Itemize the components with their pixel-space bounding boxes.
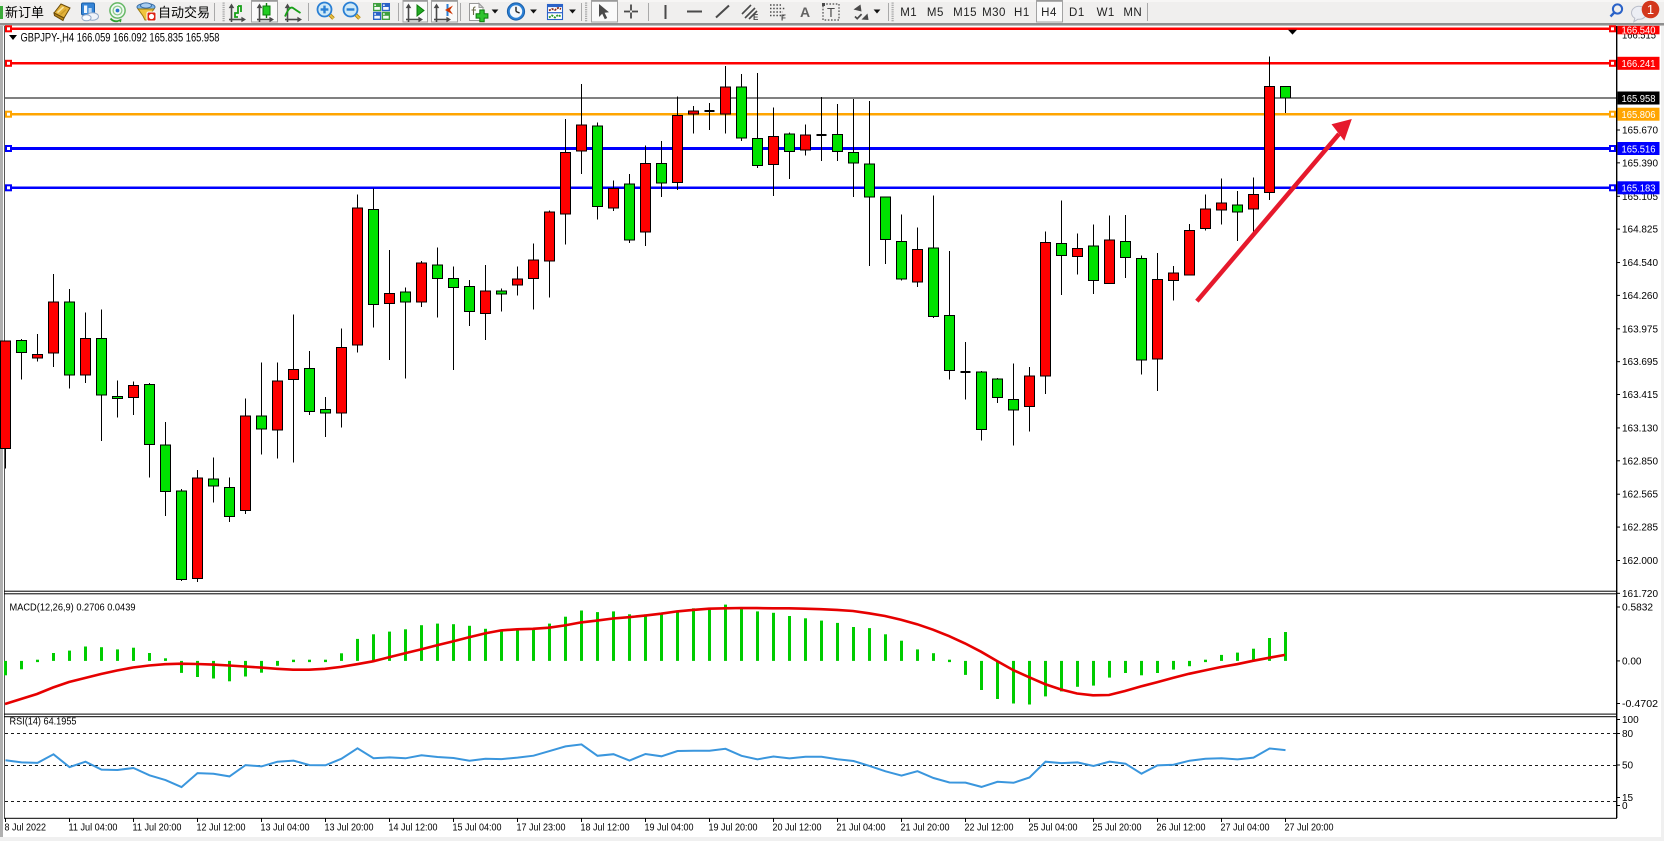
svg-text:D1: D1 xyxy=(1069,7,1085,19)
svg-text:M5: M5 xyxy=(927,7,944,19)
svg-text:0: 0 xyxy=(1622,801,1628,812)
svg-text:15 Jul 04:00: 15 Jul 04:00 xyxy=(453,823,502,834)
svg-text:26 Jul 12:00: 26 Jul 12:00 xyxy=(1157,823,1206,834)
svg-text:165.390: 165.390 xyxy=(1622,158,1658,169)
svg-text:100: 100 xyxy=(1622,715,1639,726)
svg-text:T: T xyxy=(827,5,835,20)
svg-text:-0.4702: -0.4702 xyxy=(1622,699,1658,710)
svg-text:163.975: 163.975 xyxy=(1622,324,1658,335)
svg-text:GBPJPY-,H4 166.059 166.092 16: GBPJPY-,H4 166.059 166.092 165.835 165.9… xyxy=(21,31,220,45)
svg-text:162.285: 162.285 xyxy=(1622,523,1658,534)
svg-text:50: 50 xyxy=(1622,761,1634,772)
svg-text:W1: W1 xyxy=(1097,7,1115,19)
svg-text:164.260: 164.260 xyxy=(1622,291,1658,302)
svg-text:H1: H1 xyxy=(1014,7,1030,19)
svg-text:163.695: 163.695 xyxy=(1622,357,1658,368)
svg-text:11 Jul 20:00: 11 Jul 20:00 xyxy=(133,823,182,834)
svg-text:1: 1 xyxy=(1647,2,1654,17)
svg-text:27 Jul 04:00: 27 Jul 04:00 xyxy=(1221,823,1270,834)
svg-text:161.720: 161.720 xyxy=(1622,589,1658,600)
svg-text:165.806: 165.806 xyxy=(1622,110,1656,121)
svg-text:166.515: 166.515 xyxy=(1622,30,1656,41)
svg-text:162.565: 162.565 xyxy=(1622,490,1658,501)
svg-text:27 Jul 20:00: 27 Jul 20:00 xyxy=(1285,823,1334,834)
svg-text:M30: M30 xyxy=(982,7,1006,19)
svg-text:19 Jul 20:00: 19 Jul 20:00 xyxy=(709,823,758,834)
svg-text:163.130: 163.130 xyxy=(1622,423,1658,434)
svg-text:14 Jul 12:00: 14 Jul 12:00 xyxy=(389,823,438,834)
svg-text:22 Jul 12:00: 22 Jul 12:00 xyxy=(965,823,1014,834)
svg-text:新订单: 新订单 xyxy=(5,5,44,20)
svg-text:164.825: 164.825 xyxy=(1622,225,1658,236)
svg-text:18 Jul 12:00: 18 Jul 12:00 xyxy=(581,823,630,834)
svg-text:165.183: 165.183 xyxy=(1622,184,1656,195)
svg-text:0.5832: 0.5832 xyxy=(1622,603,1653,614)
svg-text:0.00: 0.00 xyxy=(1622,656,1642,667)
svg-text:E: E xyxy=(753,13,759,22)
svg-text:25 Jul 04:00: 25 Jul 04:00 xyxy=(1029,823,1078,834)
svg-text:A: A xyxy=(800,4,810,20)
svg-text:165.516: 165.516 xyxy=(1622,144,1656,155)
svg-text:13 Jul 04:00: 13 Jul 04:00 xyxy=(261,823,310,834)
svg-text:12 Jul 12:00: 12 Jul 12:00 xyxy=(197,823,246,834)
svg-text:165.105: 165.105 xyxy=(1622,192,1658,203)
svg-text:20 Jul 12:00: 20 Jul 12:00 xyxy=(773,823,822,834)
svg-text:19 Jul 04:00: 19 Jul 04:00 xyxy=(645,823,694,834)
svg-text:H4: H4 xyxy=(1041,7,1057,19)
svg-text:21 Jul 20:00: 21 Jul 20:00 xyxy=(901,823,950,834)
svg-text:165.958: 165.958 xyxy=(1622,94,1656,105)
svg-text:自动交易: 自动交易 xyxy=(158,5,210,20)
svg-text:13 Jul 20:00: 13 Jul 20:00 xyxy=(325,823,374,834)
svg-text:17 Jul 23:00: 17 Jul 23:00 xyxy=(517,823,566,834)
svg-text:162.850: 162.850 xyxy=(1622,456,1658,467)
svg-text:165.670: 165.670 xyxy=(1622,126,1658,137)
svg-text:11 Jul 04:00: 11 Jul 04:00 xyxy=(69,823,118,834)
svg-text:25 Jul 20:00: 25 Jul 20:00 xyxy=(1093,823,1142,834)
svg-text:164.540: 164.540 xyxy=(1622,258,1658,269)
svg-text:8 Jul 2022: 8 Jul 2022 xyxy=(5,823,47,834)
svg-text:21 Jul 04:00: 21 Jul 04:00 xyxy=(837,823,886,834)
svg-text:M1: M1 xyxy=(900,7,917,19)
svg-text:162.000: 162.000 xyxy=(1622,556,1658,567)
svg-text:MN: MN xyxy=(1123,7,1142,19)
svg-text:80: 80 xyxy=(1622,729,1634,740)
svg-text:163.415: 163.415 xyxy=(1622,390,1658,401)
svg-text:F: F xyxy=(781,14,786,23)
svg-text:MACD(12,26,9) 0.2706 0.0439: MACD(12,26,9) 0.2706 0.0439 xyxy=(10,602,136,614)
svg-text:15: 15 xyxy=(1622,793,1634,804)
svg-text:166.241: 166.241 xyxy=(1622,59,1656,70)
svg-text:M15: M15 xyxy=(953,7,977,19)
svg-text:RSI(14) 64.1955: RSI(14) 64.1955 xyxy=(10,716,77,728)
svg-text:166.540: 166.540 xyxy=(1622,25,1656,36)
